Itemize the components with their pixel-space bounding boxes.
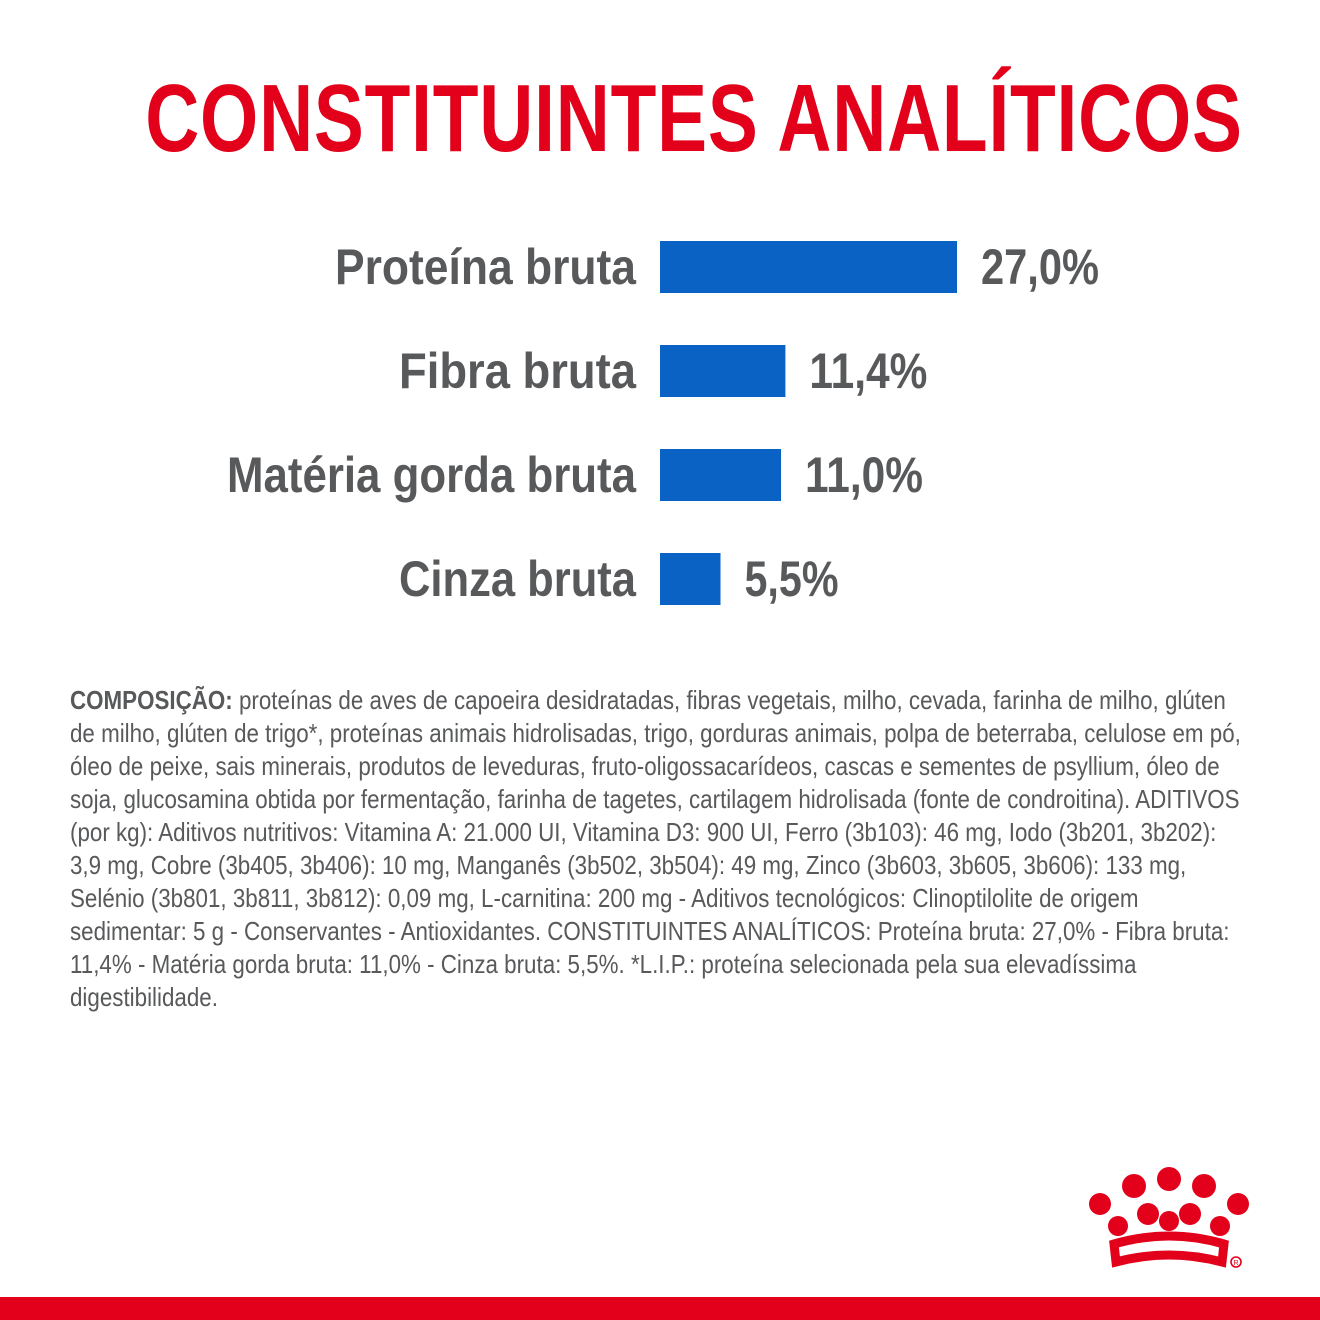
category-label: Proteína bruta <box>335 239 637 295</box>
value-label: 27,0% <box>981 239 1099 295</box>
composition-body: proteínas de aves de capoeira desidratad… <box>70 685 1241 1012</box>
composition-text: COMPOSIÇÃO: proteínas de aves de capoeir… <box>70 684 1248 1014</box>
value-label: 11,4% <box>809 343 927 399</box>
category-label: Cinza bruta <box>399 551 637 607</box>
bar <box>660 241 957 293</box>
page-title: CONSTITUINTES ANALÍTICOS <box>145 65 1243 172</box>
bar <box>660 345 786 397</box>
nutrient-bar-chart: Proteína bruta 27,0% Fibra bruta 11,4% Matér… <box>227 239 1099 607</box>
crown-logo-icon: R <box>1089 1167 1249 1268</box>
category-label: Fibra bruta <box>399 343 637 399</box>
composition-heading: COMPOSIÇÃO: <box>70 685 233 715</box>
value-label: 5,5% <box>745 551 839 607</box>
bar <box>660 553 721 605</box>
svg-text:R: R <box>1234 1260 1239 1267</box>
category-label: Matéria gorda bruta <box>227 447 637 503</box>
bottom-brand-band <box>0 1297 1320 1320</box>
value-label: 11,0% <box>805 447 923 503</box>
bar <box>660 449 781 501</box>
